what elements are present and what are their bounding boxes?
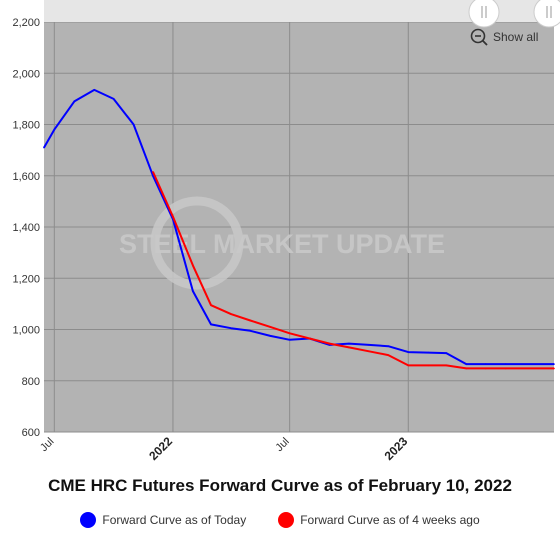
series-point-1 — [368, 350, 370, 353]
series-point-0 — [348, 342, 350, 345]
y-tick-label: 600 — [22, 427, 40, 439]
series-point-1 — [504, 367, 507, 370]
series-point-0 — [368, 344, 370, 346]
series-point-0 — [112, 98, 115, 100]
series-point-1 — [172, 215, 174, 218]
y-tick-label: 1,200 — [12, 273, 40, 285]
series-point-0 — [269, 335, 272, 337]
x-tick-label: 2023 — [382, 434, 411, 463]
series-point-1 — [348, 346, 350, 349]
y-axis-ticks: 600 800 1,000 1,200 1,400 1,600 1,800 2,000 2,20… — [12, 17, 40, 439]
y-tick-label: 1,400 — [12, 222, 40, 234]
series-point-1 — [387, 354, 390, 356]
series-point-0 — [43, 146, 45, 149]
series-point-1 — [465, 367, 468, 370]
legend-item-4-weeks-ago[interactable]: Forward Curve as of 4 weeks ago — [278, 512, 480, 528]
show-all-button[interactable]: Show all — [470, 28, 538, 46]
navigator-track[interactable] — [44, 0, 560, 22]
y-tick-label: 1,000 — [12, 325, 40, 337]
series-point-0 — [288, 338, 291, 341]
series-point-1 — [407, 364, 410, 367]
series-point-1 — [152, 171, 154, 173]
legend-label-today: Forward Curve as of Today — [102, 513, 247, 527]
series-line-0 — [43, 88, 554, 366]
series-point-1 — [230, 313, 232, 315]
series-point-1 — [484, 367, 487, 370]
series-point-1 — [445, 364, 448, 367]
series-point-1 — [210, 304, 212, 306]
series-point-0 — [407, 351, 410, 353]
legend-label-4-weeks-ago: Forward Curve as of 4 weeks ago — [300, 513, 480, 527]
series-point-0 — [504, 363, 507, 365]
series-point-1 — [288, 332, 291, 335]
series-point-0 — [445, 352, 448, 354]
series-point-1 — [553, 367, 555, 370]
series-point-1 — [192, 264, 194, 267]
series-point-0 — [93, 89, 96, 91]
navigator-handle[interactable] — [468, 0, 500, 28]
series-line-1 — [152, 171, 554, 370]
range-navigator[interactable] — [44, 0, 560, 28]
series-point-0 — [387, 345, 390, 347]
series-point-0 — [152, 174, 154, 177]
series-point-1 — [249, 319, 252, 322]
y-tick-label: 2,200 — [12, 17, 40, 29]
series-point-0 — [484, 363, 487, 365]
y-tick-label: 1,600 — [12, 171, 40, 183]
series-point-0 — [465, 363, 468, 365]
series-point-0 — [427, 351, 430, 354]
series-point-0 — [553, 363, 555, 365]
legend-item-today[interactable]: Forward Curve as of Today — [80, 512, 246, 528]
legend: Forward Curve as of Today Forward Curve … — [0, 512, 560, 528]
series-lines — [43, 88, 555, 370]
series-point-0 — [249, 329, 252, 332]
y-tick-label: 2,000 — [12, 68, 40, 80]
y-tick-label: 800 — [22, 376, 40, 388]
watermark-ring — [150, 196, 244, 290]
series-point-0 — [132, 123, 135, 126]
x-tick-label: Jul — [38, 436, 56, 454]
legend-marker-today — [80, 512, 97, 528]
x-axis-ticks: Jul 2022 Jul 2023 — [38, 434, 411, 463]
series-point-0 — [230, 327, 232, 330]
series-point-0 — [73, 100, 76, 103]
legend-marker-4-weeks-ago — [278, 512, 295, 528]
x-tick-label: Jul — [273, 436, 291, 454]
series-point-1 — [269, 326, 272, 328]
series-point-1 — [328, 342, 331, 345]
zoom-out-icon — [470, 28, 488, 46]
watermark-text: STEEL MARKET UPDATE — [119, 229, 445, 259]
series-point-0 — [53, 128, 56, 131]
series-point-1 — [427, 364, 430, 367]
show-all-label: Show all — [493, 30, 539, 44]
series-point-0 — [210, 323, 212, 326]
chart-title: CME HRC Futures Forward Curve as of Febr… — [48, 476, 512, 495]
x-tick-label: 2022 — [146, 434, 175, 463]
series-point-0 — [192, 290, 194, 292]
watermark-logo: STEEL MARKET UPDATE — [119, 196, 445, 290]
y-tick-label: 1,800 — [12, 120, 40, 132]
series-point-1 — [308, 337, 311, 340]
